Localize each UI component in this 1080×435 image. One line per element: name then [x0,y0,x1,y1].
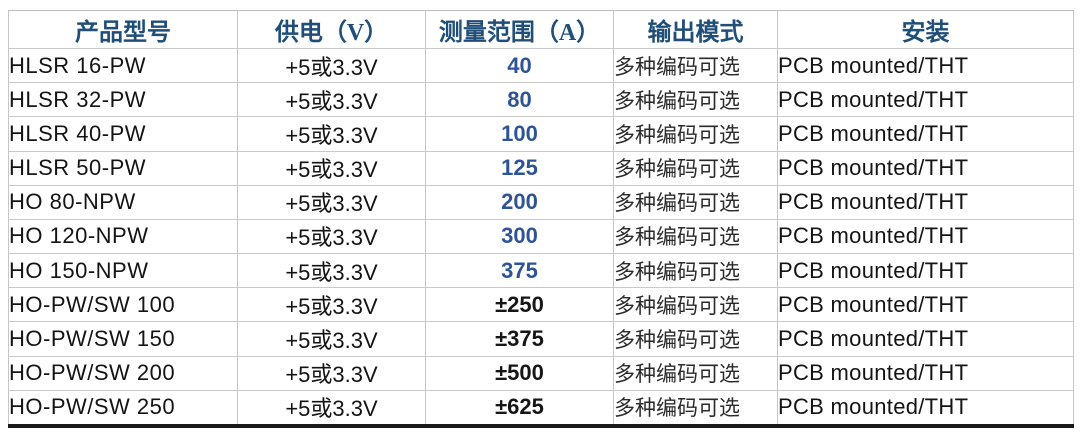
column-header-supply: 供电（V） [237,10,426,49]
table-row: HO 80-NPW +5或3.3V 200 多种编码可选 PCB mounted… [8,185,1074,220]
cell-product-model: HO-PW/SW 200 [8,356,238,391]
cell-product-model: HO-PW/SW 150 [8,321,238,357]
cell-mounting: PCB mounted/THT [777,356,1074,391]
cell-measurement-range: 40 [425,48,614,84]
cell-output-mode: 多种编码可选 [613,219,778,255]
cell-measurement-range: 375 [425,253,614,289]
column-header-range: 测量范围（A） [425,10,614,49]
cell-mounting: PCB mounted/THT [777,48,1074,84]
cell-product-model: HLSR 40-PW [8,116,238,152]
cell-output-mode: 多种编码可选 [613,390,778,427]
cell-product-model: HO 80-NPW [8,185,238,220]
cell-measurement-range: ±500 [425,356,614,391]
cell-output-mode: 多种编码可选 [613,82,778,118]
cell-measurement-range: 80 [425,82,614,118]
cell-measurement-range: ±250 [425,287,614,323]
column-header-mount: 安装 [777,10,1074,49]
table-row: HLSR 50-PW +5或3.3V 125 多种编码可选 PCB mounte… [8,151,1074,186]
cell-supply-voltage: +5或3.3V [237,219,426,255]
cell-measurement-range: 200 [425,185,614,220]
cell-product-model: HO 120-NPW [8,219,238,255]
cell-product-model: HLSR 32-PW [8,82,238,118]
header-row: 产品型号 供电（V） 测量范围（A） 输出模式 安装 [8,10,1074,49]
cell-output-mode: 多种编码可选 [613,116,778,152]
cell-product-model: HLSR 50-PW [8,151,238,186]
cell-mounting: PCB mounted/THT [777,321,1074,357]
cell-supply-voltage: +5或3.3V [237,390,426,427]
cell-mounting: PCB mounted/THT [777,185,1074,220]
cell-supply-voltage: +5或3.3V [237,151,426,186]
cell-output-mode: 多种编码可选 [613,321,778,357]
cell-product-model: HO-PW/SW 250 [8,390,238,427]
table-row: HLSR 16-PW +5或3.3V 40 多种编码可选 PCB mounted… [8,48,1074,84]
cell-mounting: PCB mounted/THT [777,151,1074,186]
cell-supply-voltage: +5或3.3V [237,185,426,220]
cell-mounting: PCB mounted/THT [777,390,1074,427]
cell-measurement-range: 100 [425,116,614,152]
cell-measurement-range: ±625 [425,390,614,427]
cell-output-mode: 多种编码可选 [613,185,778,220]
column-header-model: 产品型号 [8,10,238,49]
cell-supply-voltage: +5或3.3V [237,356,426,391]
cell-product-model: HLSR 16-PW [8,48,238,84]
cell-supply-voltage: +5或3.3V [237,48,426,84]
column-header-output: 输出模式 [613,10,778,49]
cell-product-model: HO-PW/SW 100 [8,287,238,323]
cell-supply-voltage: +5或3.3V [237,321,426,357]
cell-output-mode: 多种编码可选 [613,287,778,323]
product-spec-table-wrap: 产品型号 供电（V） 测量范围（A） 输出模式 安装 HLSR 16-PW +5… [8,10,1074,428]
table-row: HO-PW/SW 150 +5或3.3V ±375 多种编码可选 PCB mou… [8,321,1074,357]
table-row: HO 150-NPW +5或3.3V 375 多种编码可选 PCB mounte… [8,253,1074,289]
cell-output-mode: 多种编码可选 [613,356,778,391]
table-row: HLSR 32-PW +5或3.3V 80 多种编码可选 PCB mounted… [8,82,1074,118]
cell-mounting: PCB mounted/THT [777,219,1074,255]
product-spec-table: 产品型号 供电（V） 测量范围（A） 输出模式 安装 HLSR 16-PW +5… [8,10,1074,428]
table-row: HLSR 40-PW +5或3.3V 100 多种编码可选 PCB mounte… [8,116,1074,152]
cell-supply-voltage: +5或3.3V [237,116,426,152]
cell-output-mode: 多种编码可选 [613,48,778,84]
cell-measurement-range: 125 [425,151,614,186]
cell-output-mode: 多种编码可选 [613,151,778,186]
cell-supply-voltage: +5或3.3V [237,253,426,289]
cell-mounting: PCB mounted/THT [777,116,1074,152]
table-row: HO-PW/SW 100 +5或3.3V ±250 多种编码可选 PCB mou… [8,287,1074,323]
cell-output-mode: 多种编码可选 [613,253,778,289]
cell-supply-voltage: +5或3.3V [237,82,426,118]
cell-mounting: PCB mounted/THT [777,287,1074,323]
cell-measurement-range: 300 [425,219,614,255]
cell-measurement-range: ±375 [425,321,614,357]
cell-mounting: PCB mounted/THT [777,253,1074,289]
table-row: HO-PW/SW 250 +5或3.3V ±625 多种编码可选 PCB mou… [8,390,1074,427]
table-row: HO 120-NPW +5或3.3V 300 多种编码可选 PCB mounte… [8,219,1074,255]
cell-mounting: PCB mounted/THT [777,82,1074,118]
table-row: HO-PW/SW 200 +5或3.3V ±500 多种编码可选 PCB mou… [8,356,1074,391]
cell-product-model: HO 150-NPW [8,253,238,289]
cell-supply-voltage: +5或3.3V [237,287,426,323]
